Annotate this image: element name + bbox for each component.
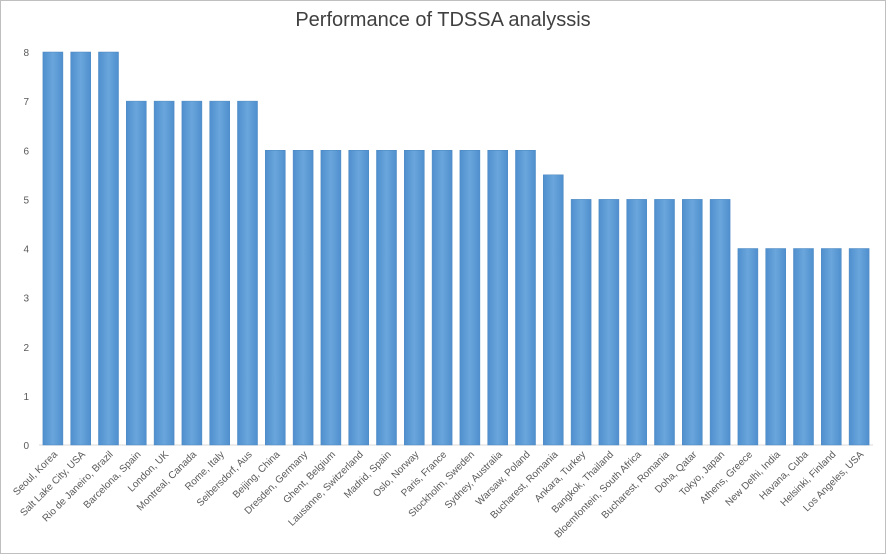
y-tick-label: 6 (23, 146, 29, 157)
bar (292, 150, 314, 446)
bar (209, 100, 230, 446)
bar (153, 100, 175, 446)
bar (709, 199, 731, 446)
bar (793, 248, 814, 446)
bar (654, 199, 675, 446)
bar (626, 199, 647, 446)
bar (42, 51, 64, 446)
y-tick-label: 3 (23, 294, 29, 305)
bar (70, 51, 91, 446)
y-tick-label: 2 (23, 343, 29, 354)
bar (320, 150, 342, 446)
bar (459, 150, 481, 446)
bar (682, 199, 703, 446)
y-tick-label: 0 (23, 441, 29, 452)
y-axis: 0 1 2 3 4 5 6 7 8 (23, 48, 29, 452)
bar (431, 150, 453, 446)
bar (598, 199, 620, 446)
bar (515, 150, 536, 446)
bar (570, 199, 592, 446)
bar (487, 150, 508, 446)
bar (737, 248, 759, 446)
chart-title: Performance of TDSSA analyssis (295, 9, 591, 31)
bar (848, 248, 870, 446)
bars (42, 51, 870, 446)
y-tick-label: 1 (23, 392, 29, 403)
y-tick-label: 4 (23, 245, 29, 256)
bar (821, 248, 842, 446)
bar (765, 248, 786, 446)
y-tick-label: 5 (23, 195, 29, 206)
bar (376, 150, 397, 446)
y-tick-label: 8 (23, 48, 29, 59)
y-tick-label: 7 (23, 97, 29, 108)
bar (98, 51, 119, 446)
bar (404, 150, 425, 446)
bar (126, 100, 147, 446)
bar (265, 150, 286, 446)
bar (237, 100, 258, 446)
bar (543, 174, 564, 446)
bar (181, 100, 203, 446)
bar (348, 150, 369, 446)
